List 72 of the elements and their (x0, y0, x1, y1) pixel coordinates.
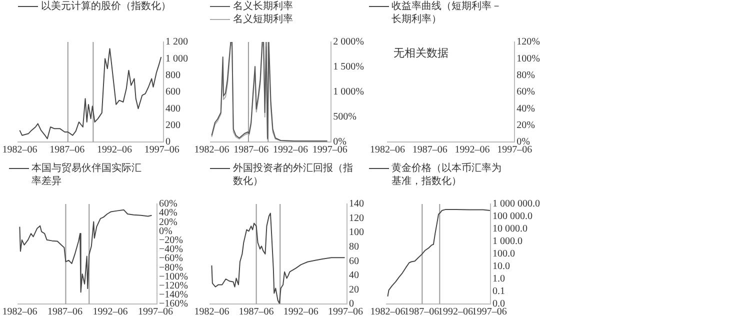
y-tick-label: 40 (349, 270, 359, 282)
y-tick-label: 1 000 000.0 (492, 198, 540, 210)
x-tick-label: 1997–06 (497, 144, 532, 156)
y-tick-label: −60% (159, 253, 184, 264)
y-tick-label: 1 000% (333, 86, 364, 98)
legend-label: 外国投资者的外汇回报（指数化） (233, 162, 354, 188)
y-tick-label: 100.0 (492, 248, 515, 260)
y-tick-label: 400 (166, 103, 180, 114)
y-tick-label: 40% (159, 208, 178, 219)
y-tick-label: 1 500% (333, 62, 364, 73)
y-tick-label: −80% (159, 262, 184, 274)
legend-label: 名义短期利率 (233, 13, 293, 26)
y-tick-label: −140% (159, 290, 188, 301)
annotation: 无相关数据 (394, 46, 448, 60)
x-tick-label: 1992–06 (92, 306, 128, 318)
y-tick-label: 20 (349, 284, 359, 296)
x-tick-label: 1992–06 (438, 306, 473, 318)
x-tick-label: 1982–06 (370, 306, 406, 318)
y-tick-label: 600 (166, 86, 180, 98)
x-tick-label: 1987–06 (50, 144, 85, 156)
x-tick-label: 1982–06 (2, 306, 38, 318)
y-tick-label: 200 (166, 120, 180, 131)
x-tick-label: 1987–06 (47, 306, 82, 318)
legend-label: 名义长期利率 (233, 0, 293, 13)
y-tick-label: 800 (166, 70, 180, 81)
x-tick-label: 1987–06 (238, 306, 274, 318)
y-tick-label: 100% (516, 53, 540, 64)
y-tick-label: 120 (349, 212, 364, 224)
x-tick-label: 1982–06 (370, 144, 405, 156)
y-tick-label: 1 000.0 (492, 236, 522, 248)
y-tick-label: 0.1 (492, 286, 505, 298)
y-tick-label: 80 (349, 241, 359, 252)
y-tick-label: −40% (159, 244, 184, 256)
x-tick-label: 1987–06 (412, 144, 448, 156)
y-tick-label: −20% (159, 234, 184, 246)
y-tick-label: 60% (516, 86, 536, 98)
x-tick-label: 1987–06 (404, 306, 440, 318)
legend-label: 黄金价格（以本币汇率为基准，指数化） (392, 162, 502, 188)
y-tick-label: −100% (159, 271, 188, 282)
x-tick-label: 1992–06 (272, 144, 308, 156)
y-tick-label: 120% (516, 36, 540, 48)
legend-label: 以美元计算的股价（指数化） (41, 0, 171, 13)
y-tick-label: 20% (516, 120, 536, 131)
x-tick-label: 1992–06 (97, 144, 132, 156)
y-tick-label: 60 (349, 256, 359, 267)
y-tick-label: 100 (349, 227, 364, 238)
y-tick-label: 2 000% (333, 36, 364, 48)
y-tick-label: 10.0 (492, 261, 510, 272)
x-tick-label: 1992–06 (283, 306, 318, 318)
y-tick-label: −120% (159, 280, 188, 292)
y-tick-label: 1 200 (166, 36, 188, 48)
x-tick-label: 1982–06 (2, 144, 38, 156)
y-tick-label: 100 000.0 (492, 211, 532, 222)
x-tick-label: 1997–06 (312, 144, 348, 156)
y-tick-label: 500% (333, 112, 357, 123)
y-tick-label: 1.0 (492, 274, 505, 285)
x-tick-label: 1987–06 (234, 144, 269, 156)
y-tick-label: 80% (516, 70, 536, 81)
y-tick-label: 20% (159, 216, 178, 228)
x-tick-label: 1997–06 (472, 306, 507, 318)
y-tick-label: 60% (159, 198, 178, 210)
y-tick-label: 10 000.0 (492, 224, 528, 235)
y-tick-label: 140 (349, 198, 364, 210)
y-tick-label: 40% (516, 103, 536, 114)
x-tick-label: 1997–06 (138, 306, 174, 318)
x-tick-label: 1982–06 (194, 144, 230, 156)
x-tick-label: 1982–06 (194, 306, 230, 318)
y-tick-label: 1 000 (166, 53, 188, 64)
legend-label: 收益率曲线（短期利率－长期利率） (392, 0, 502, 26)
x-tick-label: 1992–06 (454, 144, 490, 156)
legend-label: 本国与贸易伙伴国实际汇率差异 (32, 162, 142, 188)
y-tick-label: 0% (159, 226, 172, 237)
